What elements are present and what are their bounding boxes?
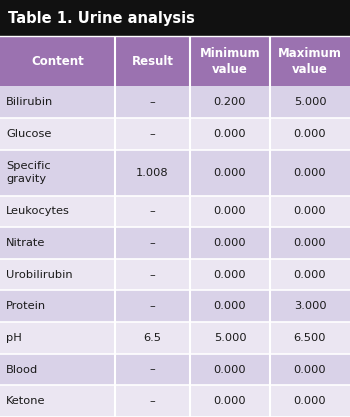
Text: –: – — [150, 206, 155, 216]
Text: Bilirubin: Bilirubin — [6, 97, 53, 107]
Text: 0.000: 0.000 — [214, 206, 246, 216]
Text: 0.000: 0.000 — [214, 270, 246, 280]
Text: Protein: Protein — [6, 301, 46, 311]
Text: –: – — [150, 301, 155, 311]
Text: Maximum
value: Maximum value — [278, 47, 342, 76]
Text: 0.000: 0.000 — [294, 396, 326, 406]
Bar — [0, 259, 350, 291]
Bar — [0, 385, 350, 417]
Text: 0.000: 0.000 — [214, 129, 246, 139]
Bar — [0, 86, 350, 118]
Bar — [0, 227, 350, 259]
Text: 6.5: 6.5 — [144, 333, 161, 343]
Text: Content: Content — [31, 55, 84, 68]
Text: Result: Result — [132, 55, 174, 68]
Text: 0.000: 0.000 — [214, 364, 246, 374]
Bar — [0, 291, 350, 322]
Text: Ketone: Ketone — [6, 396, 46, 406]
Text: –: – — [150, 270, 155, 280]
Bar — [0, 354, 350, 385]
Bar — [0, 196, 350, 227]
Text: –: – — [150, 396, 155, 406]
Text: 0.000: 0.000 — [214, 238, 246, 248]
Text: Urobilirubin: Urobilirubin — [6, 270, 73, 280]
Text: 3.000: 3.000 — [294, 301, 326, 311]
Bar — [0, 150, 350, 196]
Text: Specific
gravity: Specific gravity — [6, 161, 51, 184]
Text: 1.008: 1.008 — [136, 168, 169, 178]
Text: Table 1. Urine analysis: Table 1. Urine analysis — [8, 11, 195, 26]
Text: Glucose: Glucose — [6, 129, 51, 139]
Text: –: – — [150, 238, 155, 248]
Bar — [0, 36, 350, 86]
Text: 6.500: 6.500 — [294, 333, 326, 343]
Text: Blood: Blood — [6, 364, 38, 374]
Text: 0.000: 0.000 — [214, 396, 246, 406]
Bar — [0, 0, 350, 36]
Text: 0.200: 0.200 — [214, 97, 246, 107]
Text: 0.000: 0.000 — [294, 238, 326, 248]
Text: Minimum
value: Minimum value — [200, 47, 260, 76]
Text: pH: pH — [6, 333, 22, 343]
Text: 0.000: 0.000 — [294, 270, 326, 280]
Text: 0.000: 0.000 — [294, 364, 326, 374]
Bar — [0, 118, 350, 150]
Text: Nitrate: Nitrate — [6, 238, 46, 248]
Text: Leukocytes: Leukocytes — [6, 206, 70, 216]
Text: 5.000: 5.000 — [294, 97, 326, 107]
Text: 0.000: 0.000 — [214, 301, 246, 311]
Text: 0.000: 0.000 — [294, 168, 326, 178]
Text: 0.000: 0.000 — [214, 168, 246, 178]
Text: –: – — [150, 129, 155, 139]
Text: –: – — [150, 364, 155, 374]
Text: 0.000: 0.000 — [294, 129, 326, 139]
Text: –: – — [150, 97, 155, 107]
Bar — [0, 322, 350, 354]
Text: 5.000: 5.000 — [214, 333, 246, 343]
Text: 0.000: 0.000 — [294, 206, 326, 216]
